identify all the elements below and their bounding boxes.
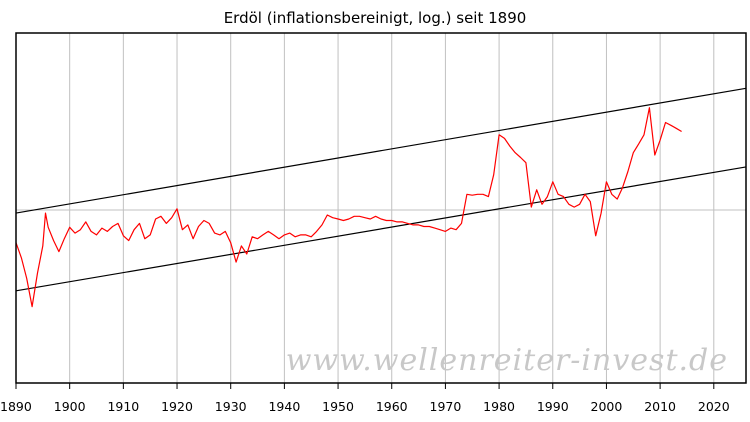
watermark: www.wellenreiter-invest.de (286, 343, 728, 378)
x-tick-label-1960: 1960 (376, 399, 408, 414)
grid (16, 33, 746, 383)
plot-frame (15, 32, 747, 384)
x-tick-label-1920: 1920 (161, 399, 193, 414)
trend-line-lower (15, 166, 747, 292)
x-axis: 1890 1900 1910 1920 1930 1940 1950 1960 1970 1980… (0, 383, 730, 414)
chart-title: Erdöl (inflationsbereinigt, log.) seit 1… (224, 9, 527, 27)
x-tick-label-2020: 2020 (698, 399, 730, 414)
x-tick-label-1910: 1910 (107, 399, 139, 414)
x-tick-label-2010: 2010 (644, 399, 676, 414)
x-tick-label-1930: 1930 (215, 399, 247, 414)
x-tick-label-1990: 1990 (537, 399, 569, 414)
trend-line-upper (15, 87, 747, 214)
x-tick-label-1950: 1950 (322, 399, 354, 414)
series (15, 107, 682, 308)
x-tick-label-2000: 2000 (591, 399, 623, 414)
series-line-0 (15, 107, 682, 308)
x-tick-label-1890: 1890 (0, 399, 32, 414)
trend-lines (15, 87, 747, 292)
x-tick-label-1980: 1980 (483, 399, 515, 414)
x-tick-label-1900: 1900 (54, 399, 86, 414)
plot-area (16, 33, 746, 383)
x-tick-label-1940: 1940 (268, 399, 300, 414)
x-tick-label-1970: 1970 (430, 399, 462, 414)
